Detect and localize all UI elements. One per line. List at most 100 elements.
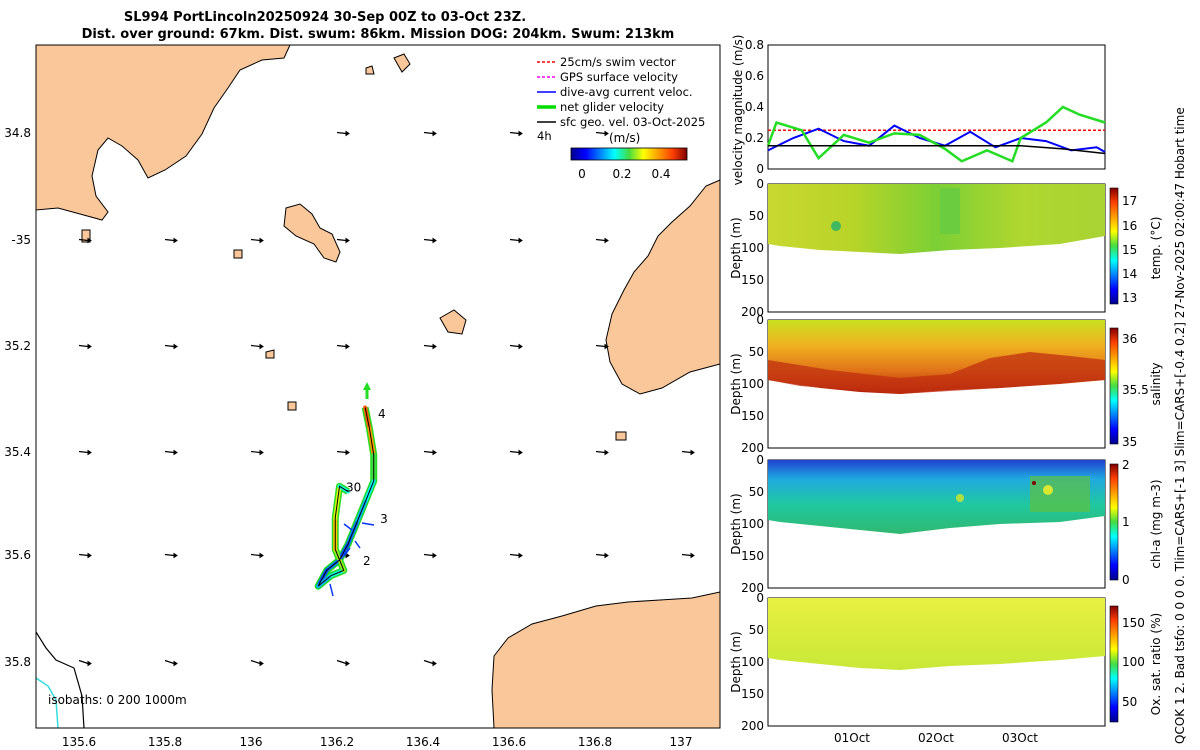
geo-velocity-arrowhead (173, 449, 178, 456)
legend-note: 4h (537, 129, 552, 143)
depth-tick: 50 (749, 345, 764, 359)
chlorophyll-feature (1030, 476, 1090, 512)
cbar-tick: 36 (1122, 332, 1137, 346)
oxygen-section (768, 598, 1105, 670)
velocity-series (766, 105, 1106, 163)
temperature-colorbar (1109, 187, 1119, 305)
geo-velocity-arrowhead (690, 552, 695, 559)
cbar-tick: 35.5 (1122, 383, 1149, 397)
map-x-tick: 136.6 (492, 735, 526, 749)
isobath-1000 (35, 677, 59, 729)
land-island-1 (439, 309, 467, 335)
geostrophic-arrows (78, 130, 695, 667)
geo-velocity-arrow (250, 450, 261, 454)
current-arrow (361, 522, 375, 526)
oxygen-cbar-ticks: 50 100 150 (1122, 616, 1145, 709)
geo-velocity-arrow (250, 553, 261, 557)
geo-velocity-arrowhead (518, 552, 523, 559)
geo-velocity-arrow (595, 344, 606, 348)
depth-tick: 150 (741, 409, 764, 423)
geo-velocity-arrowhead (432, 343, 437, 350)
geo-velocity-arrow (595, 238, 606, 242)
geo-velocity-arrowhead (259, 237, 264, 244)
geo-velocity-arrow (681, 553, 692, 557)
depth-tick: 150 (741, 549, 764, 563)
geo-velocity-arrow (164, 238, 175, 242)
salinity-y-ticks: 0 50 100 150 200 (741, 313, 764, 455)
geo-velocity-arrow (78, 659, 89, 665)
chlorophyll-feature (1032, 481, 1036, 485)
legend-entry: GPS surface velocity (537, 70, 678, 84)
velocity-series-line (768, 145, 1106, 155)
geo-velocity-arrowhead (173, 343, 178, 350)
geo-velocity-arrowhead (259, 343, 264, 350)
oxygen-panel: 0 50 100 150 200 Depth (m) 01Oct 02Oct 0… (729, 591, 1163, 745)
depth-tick: 200 (741, 305, 764, 319)
map-x-tick: 136.2 (320, 735, 354, 749)
legend-entry: 25cm/s swim vector (537, 55, 676, 69)
map-x-ticks: 135.6 135.8 136 136.2 136.4 136.6 136.8 … (62, 735, 693, 749)
legend-entry: sfc geo. vel. 03-Oct-2025 (537, 115, 705, 129)
geo-velocity-arrowhead (432, 130, 437, 137)
map-x-tick: 136 (240, 735, 263, 749)
blue-current-arrows (329, 522, 375, 597)
geo-velocity-arrow (423, 344, 434, 348)
geo-velocity-arrow (595, 553, 606, 557)
cbar-tick: 35 (1122, 435, 1137, 449)
title-line-1: SL994 PortLincoln20250924 30-Sep 00Z to … (124, 10, 526, 25)
day-labels: 4 30 3 2 (346, 407, 388, 568)
geo-velocity-arrow (78, 238, 89, 242)
colorbar-label: (m/s) (609, 131, 640, 145)
time-x-ticks: 01Oct 02Oct 03Oct (834, 731, 1038, 745)
oxygen-ylabel: Depth (m) (729, 631, 743, 692)
current-arrow (354, 540, 361, 549)
oxygen-y-ticks: 0 50 100 150 200 (741, 591, 764, 733)
geo-velocity-arrow (336, 450, 347, 454)
cbar-tick: 14 (1122, 267, 1137, 281)
vel-y-tick: 0 (756, 162, 764, 176)
velocity-y-ticks: 0 0.2 0.4 0.6 0.8 (745, 38, 764, 176)
land-island-7 (233, 249, 243, 259)
depth-tick: 0 (756, 453, 764, 467)
geo-velocity-arrowhead (87, 237, 92, 244)
geo-velocity-arrowhead (345, 237, 350, 244)
current-arrow (343, 547, 351, 557)
day-label: 30 (346, 480, 361, 494)
geo-velocity-arrowhead (432, 660, 437, 667)
geo-velocity-arrowhead (345, 552, 350, 559)
geo-velocity-arrow (423, 238, 434, 242)
map-x-tick: 137 (670, 735, 693, 749)
chlorophyll-colorbar (1109, 463, 1119, 581)
land-island-3 (265, 349, 275, 359)
map-y-tick: 35.2 (4, 339, 31, 353)
geo-velocity-arrowhead (604, 130, 609, 137)
geo-velocity-arrow (509, 344, 520, 348)
cbar-tick: 15 (1122, 243, 1137, 257)
cbar-tick: 17 (1122, 194, 1137, 208)
depth-tick: 150 (741, 687, 764, 701)
salinity-ylabel: Depth (m) (729, 353, 743, 414)
geo-velocity-arrow (509, 238, 520, 242)
day-label: 2 (363, 554, 371, 568)
geo-velocity-arrow (164, 659, 175, 665)
map-panel: 4 30 3 2 25cm/s swim vector GPS surface vel… (4, 44, 721, 749)
geo-velocity-arrow (336, 238, 347, 242)
geo-velocity-arrow (423, 659, 434, 665)
day-label: 3 (380, 512, 388, 526)
geo-velocity-arrowhead (173, 237, 178, 244)
map-y-tick: -35 (11, 233, 31, 247)
map-y-tick: 35.6 (4, 548, 31, 562)
depth-tick: 50 (749, 485, 764, 499)
cbar-tick: 50 (1122, 695, 1137, 709)
geo-velocity-arrow (164, 553, 175, 557)
velocity-ylabel: velocity magnitude (m/s) (731, 35, 745, 186)
geo-velocity-arrowhead (345, 343, 350, 350)
geo-velocity-arrow (336, 659, 347, 665)
temperature-feature (940, 188, 960, 234)
chlorophyll-ylabel: Depth (m) (729, 493, 743, 554)
isobaths-label: isobaths: 0 200 1000m (48, 693, 187, 707)
cbar-tick: 16 (1122, 219, 1137, 233)
salinity-cbar-label: salinity (1149, 362, 1163, 405)
temperature-feature (831, 221, 841, 231)
